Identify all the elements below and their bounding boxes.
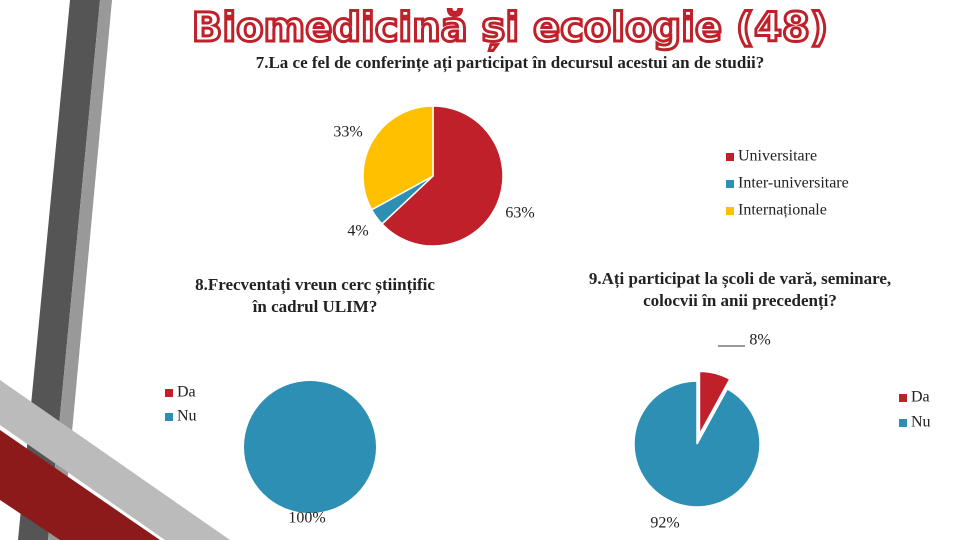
legend-label: Da: [911, 389, 930, 406]
chart-title: 8.Frecventați vreun cerc științific în c…: [195, 275, 435, 316]
pie-slice: [633, 380, 761, 508]
data-label: 4%: [347, 223, 368, 240]
legend-label: Nu: [177, 408, 197, 425]
decor-band: [0, 380, 230, 540]
data-label: 63%: [505, 205, 534, 222]
legend-label: Universitare: [738, 148, 817, 165]
decor-band: [48, 0, 112, 540]
pie-slice: [380, 105, 504, 247]
pie-slice: [362, 105, 434, 211]
legend-swatch: [165, 389, 173, 397]
decor-band: [0, 430, 160, 540]
decor-band: [18, 0, 100, 540]
legend-label: Internaționale: [738, 202, 827, 219]
legend-label: Inter-universitare: [738, 175, 849, 192]
data-label: 33%: [333, 124, 362, 141]
data-label: 8%: [749, 332, 770, 349]
legend-swatch: [726, 180, 734, 188]
legend-label: Nu: [911, 414, 931, 431]
legend-swatch: [165, 413, 173, 421]
pie-slice: [698, 370, 731, 435]
pie-slice: [244, 381, 376, 513]
chart-title: 7.La ce fel de conferințe ați participat…: [255, 53, 765, 72]
legend-swatch: [899, 394, 907, 402]
legend-swatch: [726, 207, 734, 215]
slide-title: Biomedicină și ecologie (48): [192, 5, 828, 51]
data-label: 100%: [288, 510, 325, 527]
chart-title: 9.Ați participat la școli de vară, semin…: [588, 269, 892, 310]
legend-label: Da: [177, 384, 196, 401]
legend-swatch: [899, 419, 907, 427]
legend-swatch: [726, 153, 734, 161]
data-label: 92%: [650, 515, 679, 532]
